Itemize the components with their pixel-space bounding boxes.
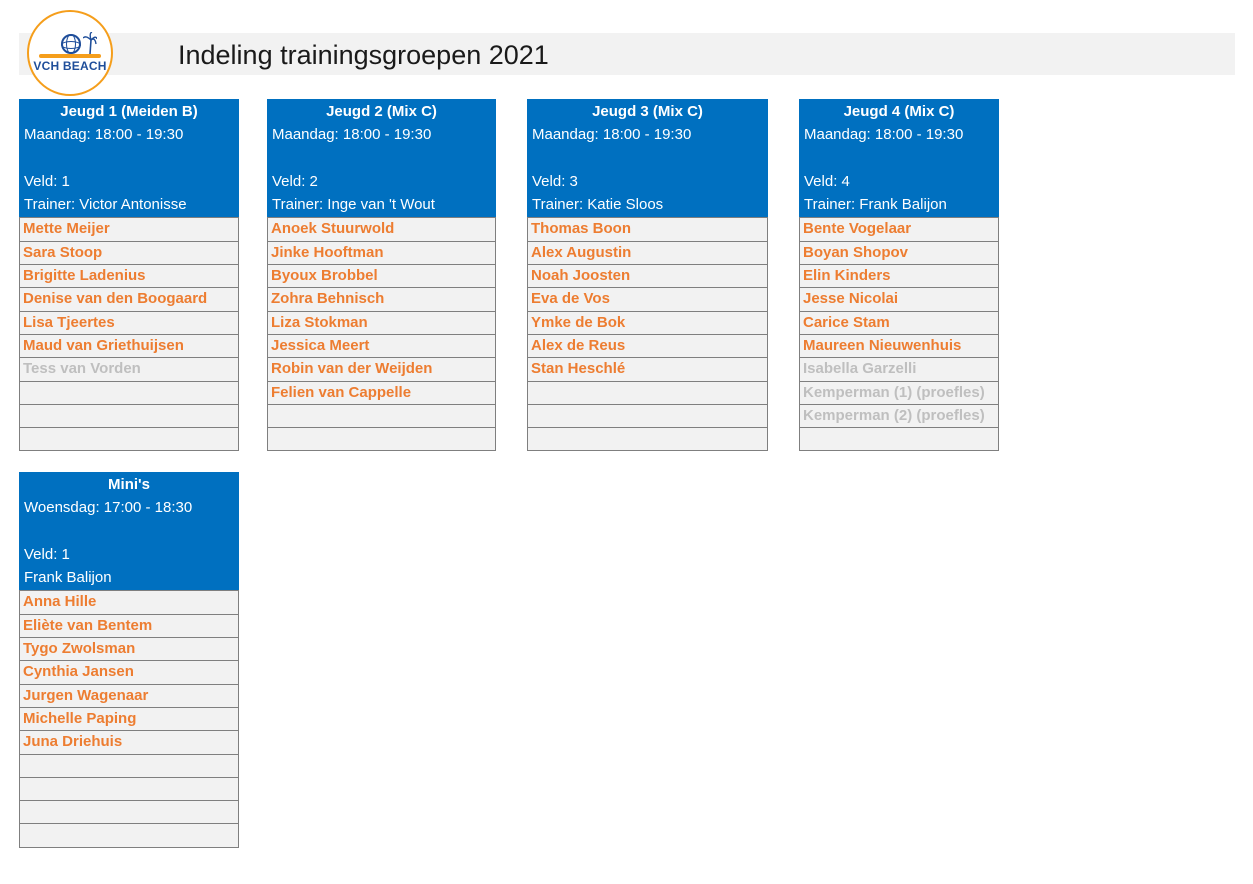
member-row: Brigitte Ladenius <box>20 264 238 288</box>
member-row: Robin van der Weijden <box>268 357 495 381</box>
member-row: Carice Stam <box>800 310 998 334</box>
member-row: Anna Hille <box>20 590 238 614</box>
header-spacer <box>532 147 763 170</box>
member-row: Cynthia Jansen <box>20 660 238 684</box>
volleyball-icon <box>61 34 81 54</box>
member-row: Maud van Griethuijsen <box>20 333 238 358</box>
member-list: Anoek Stuurwold Jinke Hooftman Byoux Bro… <box>267 217 496 452</box>
member-row-inactive: Isabella Garzelli <box>800 357 998 381</box>
member-row: Michelle Paping <box>20 706 238 731</box>
group-trainer: Trainer: Victor Antonisse <box>24 196 187 214</box>
member-row: Stan Heschlé <box>528 357 767 381</box>
palm-tree-icon <box>83 32 97 54</box>
member-row: Jurgen Wagenaar <box>20 683 238 707</box>
group-schedule: Maandag: 18:00 - 19:30 <box>804 126 964 144</box>
group-trainer: Frank Balijon <box>24 569 112 587</box>
group-field: Veld: 1 <box>24 172 70 190</box>
member-row: Maureen Nieuwenhuis <box>800 333 998 358</box>
member-row: Byoux Brobbel <box>268 264 495 288</box>
member-row: Boyan Shopov <box>800 240 998 265</box>
empty-row <box>528 427 767 451</box>
member-row-inactive: Tess van Vorden <box>20 357 238 381</box>
member-row: Felien van Cappelle <box>268 380 495 404</box>
group-header: Jeugd 4 (Mix C) Maandag: 18:00 - 19:30 V… <box>799 99 999 218</box>
empty-row <box>20 776 238 801</box>
member-list: Mette Meijer Sara Stoop Brigitte Ladeniu… <box>19 217 239 452</box>
logo-text: VCH BEACH <box>33 59 107 73</box>
member-row: Noah Joosten <box>528 264 767 288</box>
group-schedule: Maandag: 18:00 - 19:30 <box>272 126 432 144</box>
group-field: Veld: 3 <box>532 172 578 190</box>
group-jeugd-2: Jeugd 2 (Mix C) Maandag: 18:00 - 19:30 V… <box>267 99 496 452</box>
member-row: Elin Kinders <box>800 264 998 288</box>
group-minis: Mini's Woensdag: 17:00 - 18:30 Veld: 1 F… <box>19 472 239 848</box>
empty-row <box>528 403 767 428</box>
member-row: Denise van den Boogaard <box>20 287 238 311</box>
member-row: Tygo Zwolsman <box>20 637 238 661</box>
member-list: Bente Vogelaar Boyan Shopov Elin Kinders… <box>799 217 999 452</box>
member-row: Anoek Stuurwold <box>268 217 495 241</box>
member-row: Juna Driehuis <box>20 730 238 754</box>
empty-row <box>20 380 238 404</box>
member-row-trial: Kemperman (2) (proefles) <box>800 403 998 428</box>
group-field: Veld: 4 <box>804 172 850 190</box>
empty-row <box>20 403 238 428</box>
group-title: Jeugd 3 (Mix C) <box>592 103 703 120</box>
empty-row <box>800 427 998 451</box>
member-row: Alex de Reus <box>528 333 767 358</box>
group-schedule: Maandag: 18:00 - 19:30 <box>532 126 692 144</box>
empty-row <box>20 800 238 824</box>
member-row: Jesse Nicolai <box>800 287 998 311</box>
member-row: Thomas Boon <box>528 217 767 241</box>
member-list: Anna Hille Eliète van Bentem Tygo Zwolsm… <box>19 590 239 848</box>
club-logo: VCH BEACH <box>27 10 113 96</box>
group-header: Jeugd 1 (Meiden B) Maandag: 18:00 - 19:3… <box>19 99 239 218</box>
group-header: Jeugd 2 (Mix C) Maandag: 18:00 - 19:30 V… <box>267 99 496 218</box>
group-schedule: Woensdag: 17:00 - 18:30 <box>24 499 193 517</box>
member-row: Mette Meijer <box>20 217 238 241</box>
member-row: Eliète van Bentem <box>20 613 238 638</box>
member-row: Eva de Vos <box>528 287 767 311</box>
member-row: Lisa Tjeertes <box>20 310 238 334</box>
group-jeugd-3: Jeugd 3 (Mix C) Maandag: 18:00 - 19:30 V… <box>527 99 768 452</box>
member-row-trial: Kemperman (1) (proefles) <box>800 380 998 404</box>
group-jeugd-1: Jeugd 1 (Meiden B) Maandag: 18:00 - 19:3… <box>19 99 239 452</box>
member-row: Zohra Behnisch <box>268 287 495 311</box>
empty-row <box>20 823 238 847</box>
group-title: Jeugd 1 (Meiden B) <box>60 103 198 120</box>
header-spacer <box>272 147 491 170</box>
header-spacer <box>24 520 234 543</box>
group-trainer: Trainer: Inge van 't Wout <box>272 196 435 214</box>
group-field: Veld: 2 <box>272 172 318 190</box>
header-spacer <box>804 147 994 170</box>
wave-stripe <box>39 54 101 58</box>
group-jeugd-4: Jeugd 4 (Mix C) Maandag: 18:00 - 19:30 V… <box>799 99 999 452</box>
empty-row <box>268 403 495 428</box>
member-row: Jinke Hooftman <box>268 240 495 265</box>
header-spacer <box>24 147 234 170</box>
title-band <box>19 33 1235 75</box>
group-title: Jeugd 4 (Mix C) <box>843 103 955 120</box>
empty-row <box>528 380 767 404</box>
member-row: Ymke de Bok <box>528 310 767 334</box>
empty-row <box>268 427 495 451</box>
member-row: Bente Vogelaar <box>800 217 998 241</box>
member-list: Thomas Boon Alex Augustin Noah Joosten E… <box>527 217 768 452</box>
group-field: Veld: 1 <box>24 545 70 563</box>
member-row: Sara Stoop <box>20 240 238 265</box>
group-trainer: Trainer: Frank Balijon <box>804 196 947 214</box>
group-schedule: Maandag: 18:00 - 19:30 <box>24 126 184 144</box>
group-title: Jeugd 2 (Mix C) <box>326 103 437 120</box>
member-row: Liza Stokman <box>268 310 495 334</box>
group-header: Jeugd 3 (Mix C) Maandag: 18:00 - 19:30 V… <box>527 99 768 218</box>
group-trainer: Trainer: Katie Sloos <box>532 196 664 214</box>
group-header: Mini's Woensdag: 17:00 - 18:30 Veld: 1 F… <box>19 472 239 591</box>
page-title: Indeling trainingsgroepen 2021 <box>178 40 549 70</box>
member-row: Alex Augustin <box>528 240 767 265</box>
group-title: Mini's <box>108 476 150 493</box>
member-row: Jessica Meert <box>268 333 495 358</box>
empty-row <box>20 753 238 777</box>
empty-row <box>20 427 238 451</box>
